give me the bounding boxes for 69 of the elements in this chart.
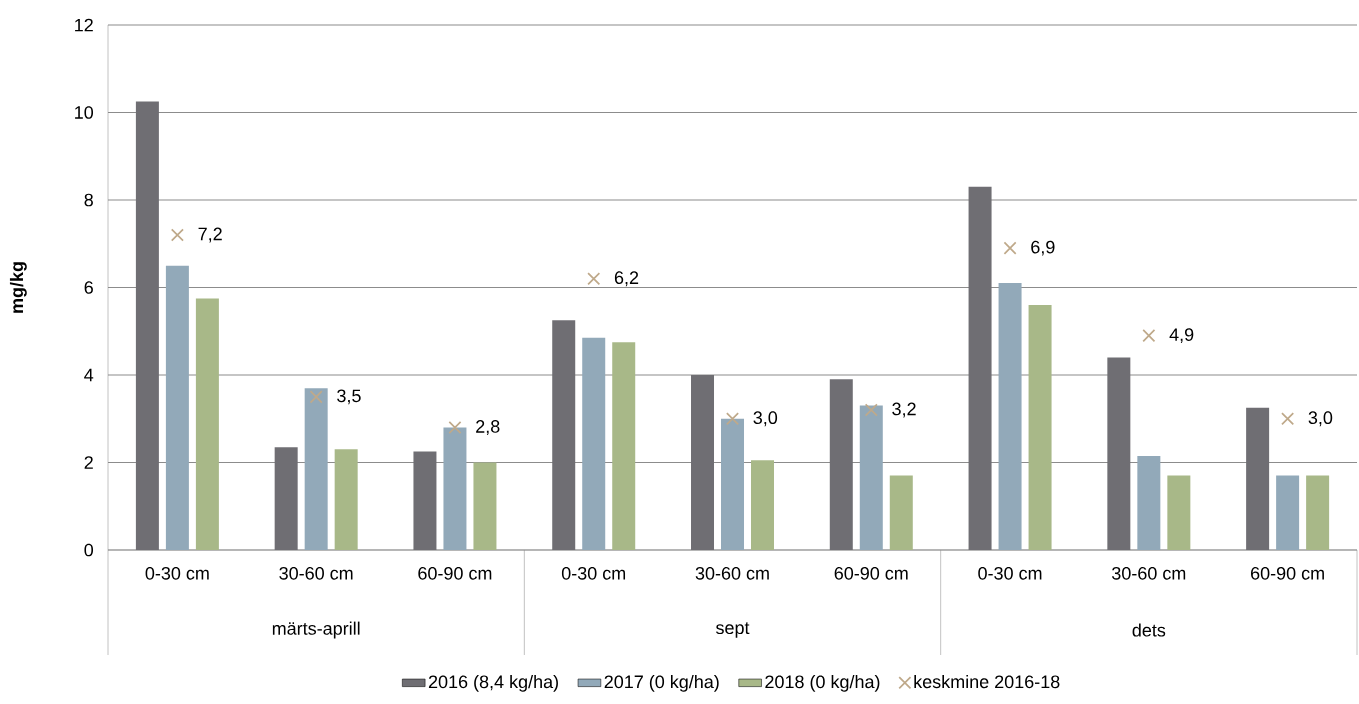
bar [998, 283, 1022, 550]
y-tick-label: 6 [84, 281, 93, 294]
bar [1137, 455, 1161, 550]
point [1281, 412, 1295, 426]
y-tick-label: 12 [75, 18, 93, 32]
bar [829, 379, 853, 550]
bar [1167, 475, 1191, 550]
data-label: 6,2 [614, 271, 639, 287]
y-tick-label: 8 [84, 193, 93, 207]
bar [1276, 475, 1300, 550]
bar [1306, 475, 1330, 550]
bar [721, 418, 745, 550]
x-tick-label: 0-30 cm [145, 566, 209, 580]
text: dets [1132, 623, 1166, 637]
point [309, 390, 323, 404]
x-tick-label: 30-60 cm [695, 566, 769, 580]
bar [582, 337, 606, 550]
bar [691, 375, 715, 550]
point [1003, 241, 1017, 255]
bar [334, 449, 358, 550]
legend-label: 2017 (0 kg/ha) [604, 674, 719, 692]
point [587, 272, 601, 286]
x-tick-label: 60-90 cm [1251, 566, 1324, 580]
bar [135, 101, 159, 550]
legend-label: 2018 (0 kg/ha) [765, 674, 880, 692]
point [170, 228, 184, 242]
text: märts-aprill [272, 621, 360, 639]
data-label: 3,2 [892, 402, 916, 418]
bar [443, 427, 467, 550]
bar [968, 186, 992, 550]
data-label: 6,9 [1031, 240, 1055, 256]
text: sept [716, 622, 750, 638]
bar [859, 405, 883, 550]
legend-label: 2016 (8,4 kg/ha) [428, 674, 558, 692]
bar [1028, 305, 1052, 550]
y-tick-label: 0 [84, 543, 94, 557]
data-label: 4,9 [1169, 328, 1194, 344]
x-tick-label: 0-30 cm [978, 566, 1042, 580]
data-label: 2,8 [476, 420, 500, 435]
data-label: 3,0 [1308, 411, 1333, 427]
data-label: 3,0 [753, 411, 778, 427]
x-tick-label: 60-90 cm [418, 566, 492, 580]
point [725, 412, 740, 426]
legend-label: keskmine 2016-18 [914, 674, 1060, 689]
y-tick-label: 10 [75, 106, 94, 119]
bar [552, 320, 576, 550]
y-axis-title: mg/kg [9, 262, 27, 313]
bar [304, 388, 328, 550]
point [864, 403, 878, 417]
bar [165, 265, 189, 550]
x-tick-label: 30-60 cm [1112, 566, 1186, 580]
x-tick-label: 0-30 cm [561, 566, 626, 580]
data-label: 7,2 [198, 227, 222, 243]
bar [413, 451, 437, 550]
point [448, 420, 462, 435]
x-tick-label: 60-90 cm [834, 566, 908, 580]
bar [889, 475, 913, 550]
y-tick-label: 4 [84, 368, 94, 382]
bar [612, 342, 636, 550]
bar [751, 460, 775, 550]
y-tick-label: 2 [84, 456, 93, 469]
data-label: 3,5 [337, 389, 361, 405]
bar [195, 298, 219, 550]
bar [1246, 407, 1270, 550]
bar [1107, 357, 1131, 550]
point [1142, 329, 1156, 343]
bar [473, 462, 497, 550]
bar [274, 447, 298, 550]
x-tick-label: 30-60 cm [279, 566, 353, 580]
